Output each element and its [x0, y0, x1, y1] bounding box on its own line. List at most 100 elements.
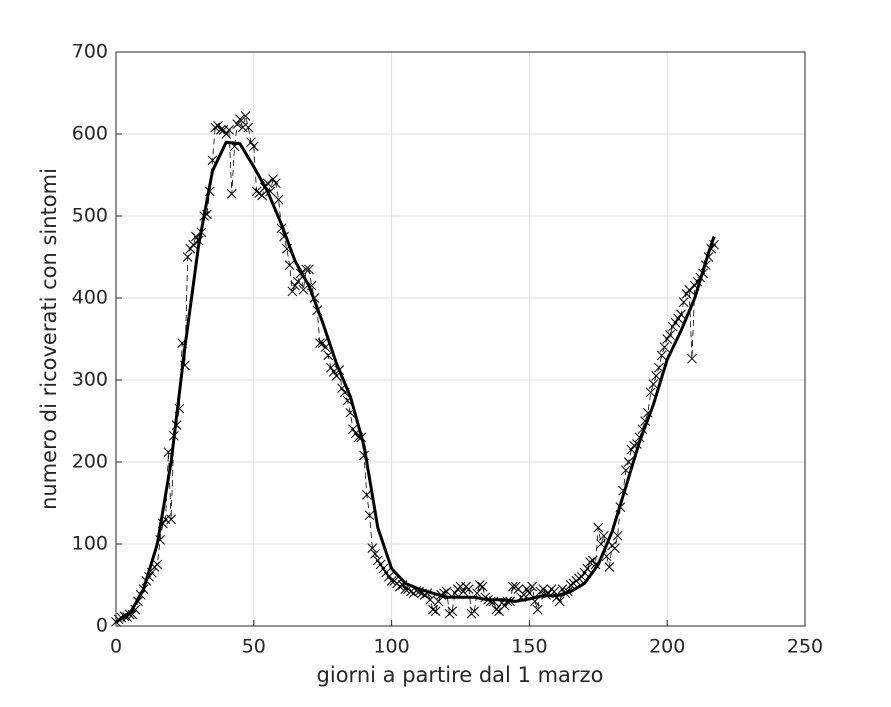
- x-marker: [326, 362, 336, 373]
- x-marker: [441, 586, 452, 597]
- x-marker: [430, 606, 441, 617]
- x-marker: [188, 239, 199, 250]
- x-marker: [670, 317, 681, 328]
- x-marker: [527, 581, 538, 592]
- y-tick-label: 500: [72, 205, 108, 227]
- y-tick-label: 100: [72, 533, 108, 555]
- x-marker: [215, 125, 226, 135]
- x-marker: [524, 588, 535, 599]
- y-tick-label: 200: [72, 451, 108, 473]
- x-marker: [375, 559, 386, 570]
- x-marker: [284, 260, 295, 271]
- x-marker: [348, 424, 358, 435]
- x-marker: [235, 114, 245, 125]
- x-marker: [598, 530, 609, 541]
- x-marker: [667, 321, 678, 332]
- x-marker: [604, 562, 615, 572]
- x-tick-label: 250: [787, 636, 823, 658]
- x-marker: [364, 510, 375, 521]
- x-marker: [673, 313, 684, 324]
- x-marker: [576, 571, 587, 582]
- x-marker: [270, 178, 281, 189]
- x-marker: [565, 580, 576, 590]
- x-marker: [474, 580, 485, 590]
- x-marker: [293, 276, 303, 287]
- x-marker: [378, 563, 389, 574]
- x-marker: [463, 584, 474, 594]
- x-tick-label: 200: [649, 636, 685, 658]
- x-marker: [477, 581, 488, 592]
- x-marker: [433, 596, 444, 607]
- x-marker: [532, 604, 543, 615]
- x-tick-label: 50: [242, 636, 266, 658]
- x-marker: [508, 581, 518, 592]
- x-marker: [290, 280, 300, 291]
- x-marker: [298, 284, 309, 295]
- y-tick-label: 600: [72, 123, 108, 145]
- x-marker: [372, 555, 383, 566]
- x-marker: [659, 342, 670, 353]
- x-marker: [491, 604, 502, 615]
- x-marker: [182, 252, 193, 262]
- x-marker: [687, 353, 697, 364]
- x-marker: [609, 543, 620, 553]
- x-marker: [554, 596, 565, 607]
- x-marker: [361, 489, 372, 500]
- x-marker: [656, 350, 667, 361]
- x-marker: [684, 284, 695, 295]
- x-tick-label: 150: [511, 636, 547, 658]
- x-marker: [370, 548, 380, 559]
- x-marker: [469, 606, 480, 617]
- x-marker: [287, 286, 298, 297]
- x-marker: [268, 174, 278, 184]
- x-marker: [579, 567, 590, 578]
- x-marker: [240, 111, 251, 121]
- x-axis-label: giorni a partire dal 1 marzo: [317, 663, 604, 687]
- y-tick-label: 400: [72, 287, 108, 309]
- x-marker: [273, 194, 284, 205]
- x-marker: [210, 122, 221, 133]
- x-marker: [315, 338, 325, 348]
- x-marker: [226, 189, 237, 199]
- x-tick-label: 0: [110, 636, 122, 658]
- x-marker: [676, 309, 686, 320]
- x-tick-label: 100: [373, 636, 409, 658]
- x-marker: [665, 330, 675, 340]
- axes-box: [115, 51, 806, 627]
- x-marker: [243, 122, 254, 133]
- x-marker: [678, 297, 689, 307]
- x-marker: [367, 543, 378, 553]
- x-marker: [395, 581, 405, 592]
- x-marker: [612, 530, 623, 541]
- x-marker: [648, 379, 659, 389]
- x-marker: [213, 120, 223, 131]
- x-marker: [257, 190, 267, 201]
- x-marker: [582, 563, 593, 574]
- x-marker: [224, 125, 234, 135]
- x-marker: [317, 338, 328, 348]
- x-marker: [248, 141, 259, 152]
- x-marker: [383, 571, 394, 582]
- x-marker: [328, 366, 339, 377]
- x-marker: [301, 264, 312, 275]
- x-marker: [651, 371, 662, 381]
- x-marker: [251, 186, 262, 197]
- x-marker: [381, 567, 391, 578]
- x-marker: [654, 362, 664, 373]
- x-marker: [386, 576, 397, 586]
- x-marker: [662, 334, 673, 344]
- x-marker: [246, 137, 256, 148]
- y-axis-label: numero di ricoverati con sintomi: [37, 168, 61, 510]
- x-marker: [593, 522, 604, 533]
- x-marker: [447, 606, 458, 617]
- x-marker: [185, 243, 196, 254]
- x-marker: [232, 119, 243, 130]
- data-line: [115, 140, 716, 624]
- x-marker: [304, 264, 314, 275]
- x-marker: [152, 559, 163, 570]
- x-marker: [585, 557, 595, 567]
- y-tick-label: 300: [72, 369, 108, 391]
- x-marker: [458, 586, 469, 597]
- y-tick-label: 0: [96, 615, 108, 637]
